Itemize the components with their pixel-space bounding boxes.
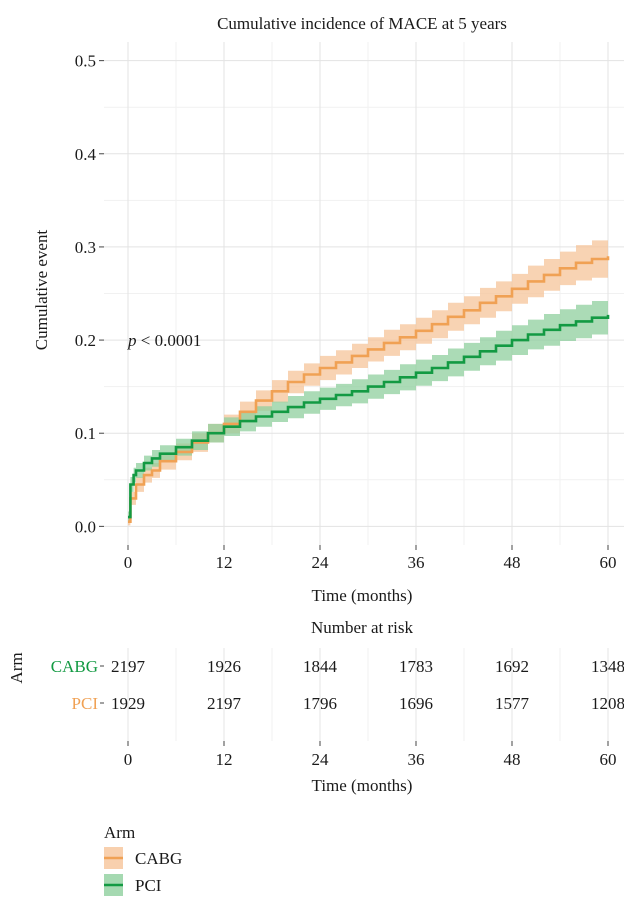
risk-cell: 1783 [399,657,433,676]
risk-cell: 1844 [303,657,338,676]
risk-row-label-pci: PCI [72,694,99,713]
risk-table-x-label: Time (months) [312,776,413,795]
p-value-annotation: p < 0.0001 [127,331,201,350]
risk-cell: 2197 [111,657,146,676]
p-value-text: < 0.0001 [137,331,202,350]
legend-title: Arm [104,823,135,842]
x-tick-label: 0 [124,553,133,572]
legend-items: CABG PCI [104,847,182,896]
x-tick-label: 12 [216,553,233,572]
curve-pci [128,314,610,519]
risk-row-label-cabg: CABG [51,657,98,676]
legend: Arm CABG PCI [104,823,182,896]
risk-cell: 2197 [207,694,242,713]
x-axis-label: Time (months) [312,586,413,605]
risk-cell: 1696 [399,694,433,713]
curve-cabg [128,256,610,524]
risk-cell: 1926 [207,657,241,676]
risk-cell: 1692 [495,657,529,676]
p-value-symbol: p [127,331,137,350]
risk-x-tick-label: 36 [408,750,425,769]
risk-table-cells: 2197 1926 1844 1783 1692 1348 1929 2197 1796 1696… [111,657,624,713]
risk-table-grid [127,648,609,741]
x-tick-label: 36 [408,553,425,572]
risk-cell: 1348 [591,657,624,676]
ci-band-cabg [128,236,608,526]
risk-x-tick-label: 48 [504,750,521,769]
y-tick-label: 0.3 [75,238,96,257]
y-axis-label: Cumulative event [32,230,51,351]
legend-label-pci: PCI [135,876,162,895]
x-tick-label: 48 [504,553,521,572]
legend-label-cabg: CABG [135,849,182,868]
risk-table-title: Number at risk [311,618,413,637]
x-axis-ticks: 0 12 24 36 48 60 [124,545,617,572]
risk-x-tick-label: 12 [216,750,233,769]
plot-major-grid [104,42,624,545]
risk-table-row-labels: CABG PCI [51,657,104,713]
ci-band-pci [128,297,608,523]
x-tick-label: 24 [312,553,330,572]
y-axis-ticks: 0.0 0.1 0.2 0.3 0.4 0.5 [75,52,104,536]
risk-cell: 1929 [111,694,145,713]
risk-x-tick-label: 0 [124,750,133,769]
y-tick-label: 0.0 [75,517,96,536]
risk-cell: 1577 [495,694,530,713]
y-tick-label: 0.4 [75,145,97,164]
risk-x-tick-label: 60 [600,750,617,769]
risk-table-x-ticks: 0 12 24 36 48 60 [124,741,617,769]
risk-table-y-label: Arm [7,652,26,683]
y-tick-label: 0.2 [75,331,96,350]
x-tick-label: 60 [600,553,617,572]
y-tick-label: 0.5 [75,52,96,71]
y-tick-label: 0.1 [75,424,96,443]
risk-cell: 1208 [591,694,624,713]
confidence-bands [128,236,608,526]
risk-cell: 1796 [303,694,337,713]
plot-title: Cumulative incidence of MACE at 5 years [217,14,507,33]
plot-minor-grid [104,42,624,545]
survival-curves [128,256,610,524]
risk-x-tick-label: 24 [312,750,330,769]
